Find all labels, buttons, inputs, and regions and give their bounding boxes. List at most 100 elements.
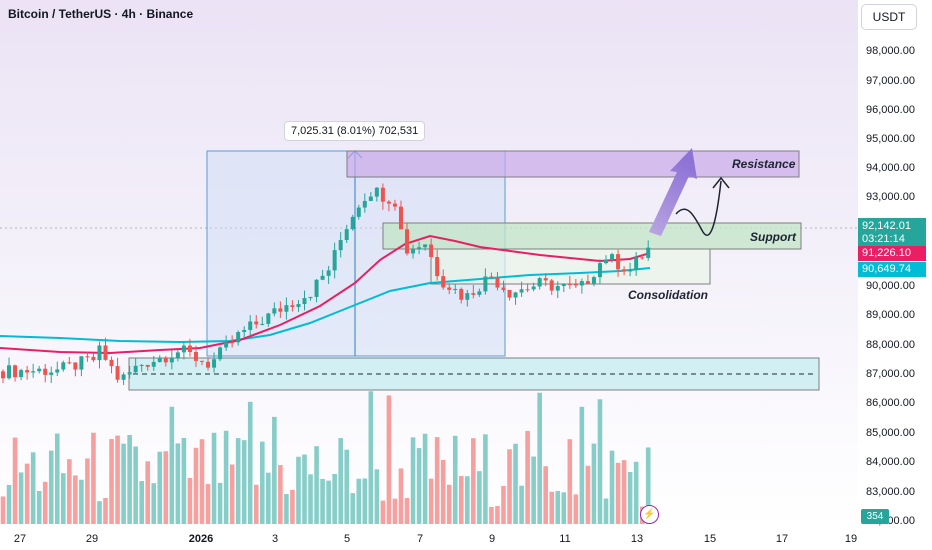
candle-body xyxy=(429,244,434,258)
volume-bar xyxy=(103,498,108,524)
x-axis-label: 29 xyxy=(85,533,99,545)
candle-body xyxy=(338,240,343,251)
candle-body xyxy=(175,352,180,359)
volume-bar xyxy=(603,498,609,524)
volume-bar xyxy=(79,479,84,524)
candle-body xyxy=(7,365,12,379)
volume-bar xyxy=(326,480,331,524)
x-axis-label: 9 xyxy=(488,533,496,545)
volume-bar xyxy=(362,478,368,524)
candle-body xyxy=(507,289,512,298)
volume-bar xyxy=(531,456,536,524)
candle-body xyxy=(326,270,331,276)
candle-body xyxy=(278,308,283,312)
candle-body xyxy=(610,254,615,261)
candle-body xyxy=(109,359,114,367)
candle-body xyxy=(453,288,458,290)
currency-button[interactable]: USDT xyxy=(861,4,917,30)
volume-bar xyxy=(205,484,211,524)
candle-body xyxy=(362,200,367,208)
volume-bar xyxy=(127,434,132,524)
candle-body xyxy=(591,277,596,284)
x-axis-label: 17 xyxy=(775,533,789,545)
volume-bar xyxy=(211,432,217,524)
volume-bar xyxy=(579,406,585,524)
candle-body xyxy=(187,345,192,353)
candle-body xyxy=(296,304,301,307)
candle-body xyxy=(344,229,349,241)
volume-bar xyxy=(501,485,506,524)
candle-body xyxy=(284,305,289,312)
volume-bar xyxy=(519,485,524,524)
candle-body xyxy=(25,370,30,373)
candle-body xyxy=(67,362,72,364)
x-axis-label: 5 xyxy=(343,533,351,545)
volume-bar xyxy=(308,474,313,524)
volume-bar xyxy=(290,489,295,524)
volume-bar xyxy=(621,460,627,524)
volume-bar xyxy=(440,459,446,524)
candle-body xyxy=(350,216,355,230)
candle-body xyxy=(31,371,36,373)
candle-body xyxy=(549,280,554,291)
volume-bar xyxy=(350,493,356,524)
candle-body xyxy=(79,356,84,370)
volume-bar xyxy=(489,506,494,524)
candle-body xyxy=(181,345,186,353)
measure-tooltip: 7,025.31 (8.01%) 702,531 xyxy=(284,121,426,141)
volume-bar xyxy=(633,461,639,524)
x-axis-label: 15 xyxy=(703,533,717,545)
candle-body xyxy=(151,361,156,367)
candle-body xyxy=(272,308,277,314)
candle-body xyxy=(604,260,608,264)
volume-bar xyxy=(374,469,380,524)
candle-body xyxy=(525,289,530,291)
volume-bar xyxy=(175,443,181,524)
candle-body xyxy=(308,296,313,299)
candle-body xyxy=(405,229,410,254)
candle-body xyxy=(392,203,397,207)
lightning-icon[interactable]: ⚡ xyxy=(640,505,659,524)
y-axis-label: 95,000.00 xyxy=(866,133,915,145)
volume-bar xyxy=(235,438,241,524)
volume-bar xyxy=(434,437,440,524)
volume-bar xyxy=(259,441,265,524)
volume-bar xyxy=(386,395,392,524)
candle-layer xyxy=(1,183,651,385)
volume-bar xyxy=(169,406,175,524)
volume-bar xyxy=(332,473,337,524)
volume-bar xyxy=(561,492,567,524)
volume-bar xyxy=(567,439,573,524)
candle-body xyxy=(417,247,422,249)
volume-badge: 354 xyxy=(861,509,889,524)
candle-body xyxy=(537,278,542,287)
volume-bar xyxy=(483,434,488,524)
candle-body xyxy=(115,366,120,380)
candle-body xyxy=(37,368,42,372)
volume-bar xyxy=(555,490,561,524)
candle-body xyxy=(368,196,373,201)
candle-body xyxy=(483,276,488,292)
ema-slow-line xyxy=(0,267,651,344)
candle-body xyxy=(573,284,578,286)
candle-body xyxy=(501,287,506,290)
candle-body xyxy=(55,369,60,373)
candle-body xyxy=(634,257,639,271)
volume-bar xyxy=(193,447,199,524)
candle-body xyxy=(212,359,217,368)
x-axis-label: 7 xyxy=(416,533,424,545)
volume-bar xyxy=(61,473,66,524)
candle-body xyxy=(290,305,295,307)
candle-body xyxy=(513,292,518,298)
candle-body xyxy=(121,374,126,380)
candle-body xyxy=(97,345,102,361)
candle-body xyxy=(302,298,307,305)
volume-bar xyxy=(338,438,343,524)
volume-bar xyxy=(320,478,325,524)
y-axis-label: 90,000.00 xyxy=(866,280,915,292)
support-zone xyxy=(382,222,802,250)
candle-body xyxy=(585,281,590,284)
volume-bar xyxy=(609,450,615,524)
volume-bar xyxy=(223,430,229,524)
